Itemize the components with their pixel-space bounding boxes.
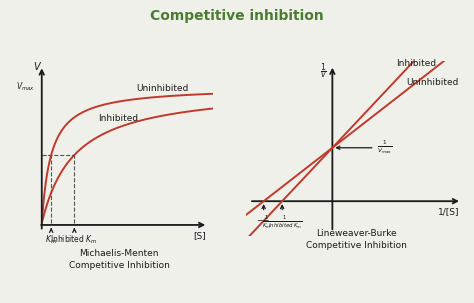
Text: V: V <box>33 62 40 72</box>
Text: $\frac{1}{v}$: $\frac{1}{v}$ <box>320 62 327 82</box>
Text: $V_{max}$: $V_{max}$ <box>16 80 35 93</box>
Text: $K_m$: $K_m$ <box>45 234 57 246</box>
Text: Competitive inhibition: Competitive inhibition <box>150 9 324 23</box>
Text: $-\frac{1}{Inhibited\;K_m}$: $-\frac{1}{Inhibited\;K_m}$ <box>262 214 302 231</box>
Text: Inhibited $K_m$: Inhibited $K_m$ <box>50 234 98 246</box>
Text: Inhibited: Inhibited <box>396 59 436 68</box>
Text: Inhibited: Inhibited <box>99 114 138 123</box>
Text: [S]: [S] <box>194 231 207 240</box>
Text: Michaelis-Menten
Competitive Inhibition: Michaelis-Menten Competitive Inhibition <box>69 248 169 270</box>
Text: Lineweaver-Burke
Competitive Inhibition: Lineweaver-Burke Competitive Inhibition <box>306 228 407 250</box>
Text: 1/[S]: 1/[S] <box>438 207 459 216</box>
Text: $\frac{1}{V_{max}}$: $\frac{1}{V_{max}}$ <box>377 139 392 156</box>
Text: $-\frac{1}{K_m}$: $-\frac{1}{K_m}$ <box>256 214 272 231</box>
Text: Uninhibited: Uninhibited <box>406 78 459 88</box>
Text: Uninhibited: Uninhibited <box>136 84 189 93</box>
